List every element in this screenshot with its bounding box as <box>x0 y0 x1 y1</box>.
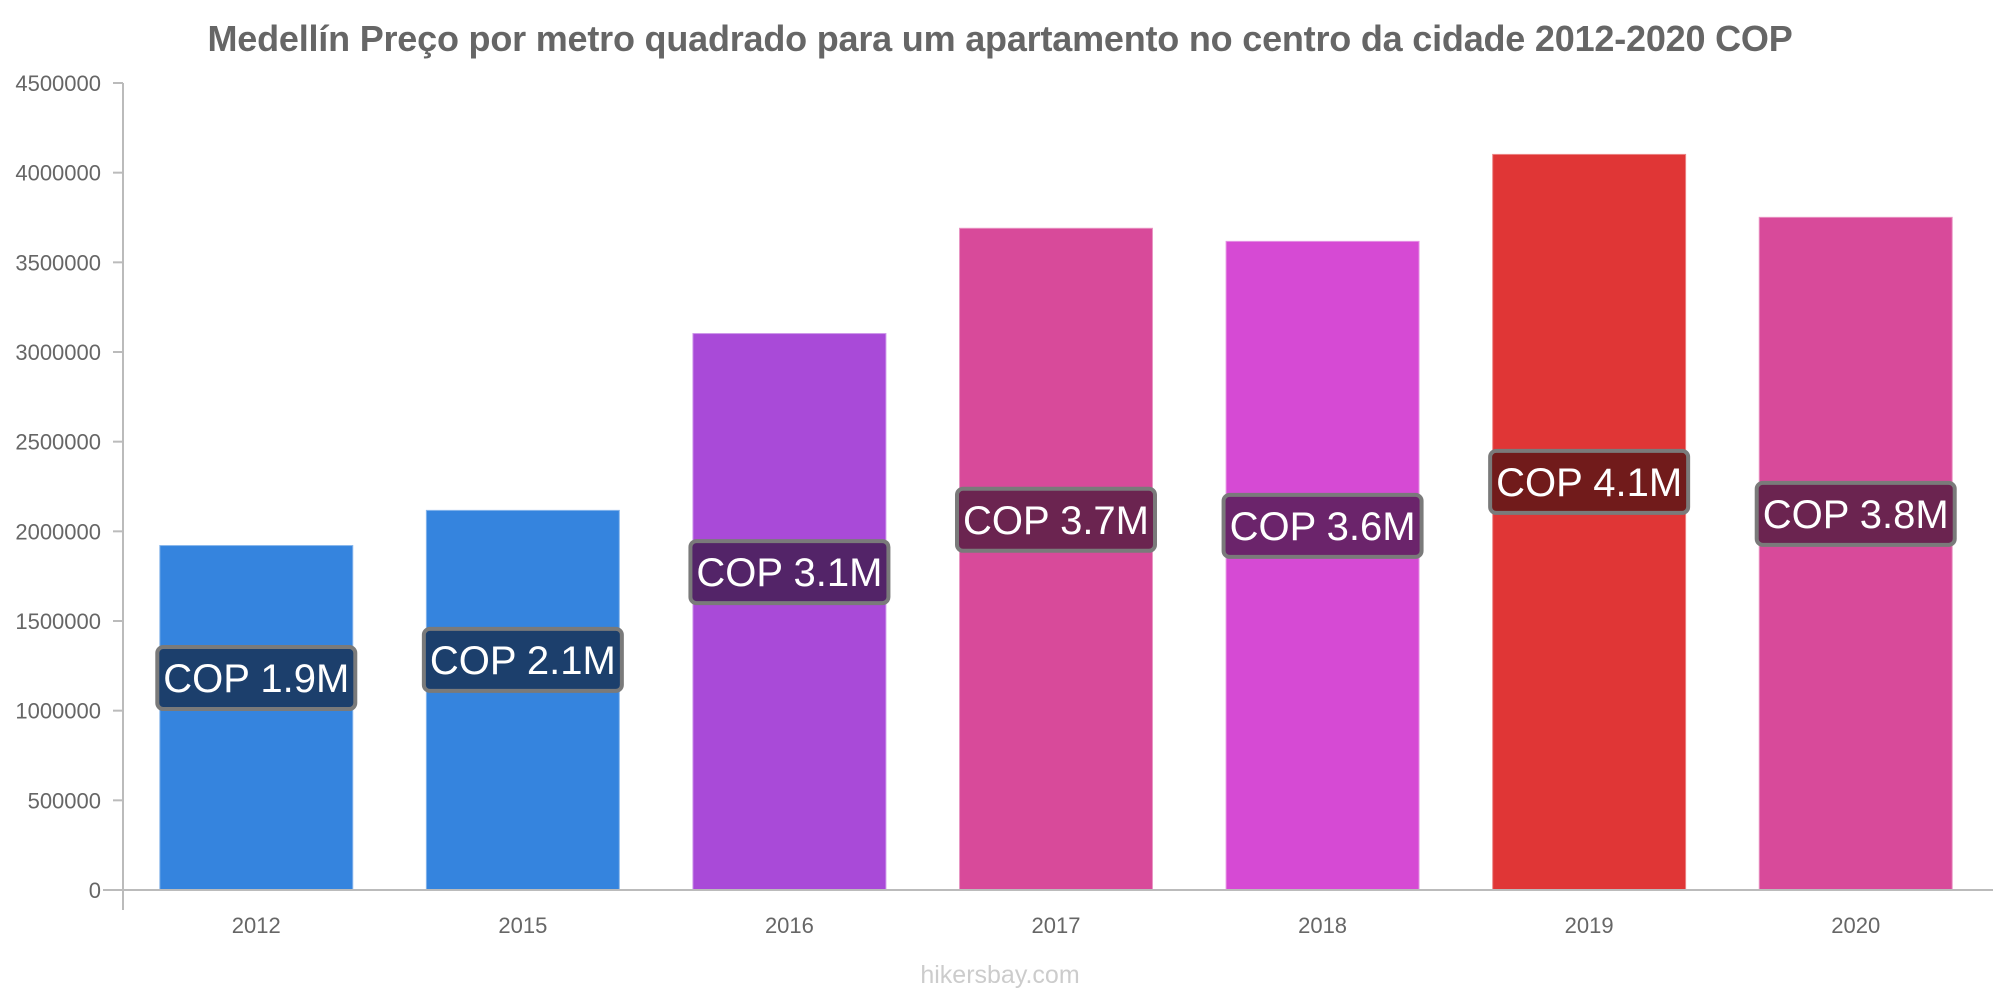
bar-2012 <box>159 545 354 892</box>
data-label: COP 2.1M <box>421 626 624 693</box>
data-label-text: COP 3.7M <box>963 499 1149 543</box>
data-label-box <box>688 539 891 606</box>
y-tick-label: 4500000 <box>15 71 101 96</box>
y-tick-label: 0 <box>89 878 101 903</box>
x-tick-label: 2016 <box>765 913 814 938</box>
data-label-box <box>1754 480 1957 547</box>
data-label-box <box>955 486 1157 553</box>
x-tick-label: 2019 <box>1565 913 1614 938</box>
y-tick-label: 2000000 <box>15 519 101 544</box>
data-label: COP 3.7M <box>955 486 1157 553</box>
data-label: COP 3.6M <box>1221 492 1424 559</box>
x-tick-label: 2017 <box>1032 913 1081 938</box>
bar-2015 <box>425 509 620 891</box>
bar-labels: COP 1.9M COP 2.1M COP 3.1M COP 3.7M COP 3.6M… <box>155 448 1957 712</box>
watermark: hikersbay.com <box>920 961 1080 989</box>
y-ticks: 0 500000 1000000 1500000 2000000 2500000 30000… <box>15 71 123 903</box>
data-label: COP 3.1M <box>688 539 891 606</box>
data-label-text: COP 3.8M <box>1763 493 1949 537</box>
data-label-text: COP 4.1M <box>1496 461 1682 505</box>
y-tick-label: 1500000 <box>15 609 101 634</box>
data-label-box <box>421 626 624 693</box>
bar-2017 <box>959 227 1153 892</box>
data-label: COP 3.8M <box>1754 480 1957 547</box>
y-tick-label: 1000000 <box>15 699 101 724</box>
x-tick-label: 2020 <box>1831 913 1880 938</box>
data-label-box <box>155 645 358 712</box>
x-tick-label: 2012 <box>232 913 281 938</box>
data-label-text: COP 3.1M <box>696 551 882 595</box>
data-label-text: COP 1.9M <box>163 657 349 701</box>
data-label-box <box>1488 448 1691 515</box>
data-label-text: COP 3.6M <box>1230 505 1416 549</box>
y-tick-label: 3500000 <box>15 250 101 275</box>
y-tick-label: 3000000 <box>15 340 101 365</box>
bar-2016 <box>692 333 887 892</box>
bar-2019 <box>1492 153 1687 892</box>
y-tick-label: 500000 <box>28 788 101 813</box>
bars <box>159 153 1953 892</box>
y-tick-label: 4000000 <box>15 161 101 186</box>
x-tick-label: 2015 <box>498 913 547 938</box>
data-label-text: COP 2.1M <box>430 639 616 683</box>
y-tick-label: 2500000 <box>15 430 101 455</box>
data-label: COP 1.9M <box>155 645 358 712</box>
x-ticks: 2012 2015 2016 2017 2018 2019 2020 <box>232 913 1880 938</box>
data-label: COP 4.1M <box>1488 448 1691 515</box>
data-label-box <box>1221 492 1424 559</box>
x-tick-label: 2018 <box>1298 913 1347 938</box>
bar-2020 <box>1758 216 1953 892</box>
chart-title: Medellín Preço por metro quadrado para u… <box>207 18 1793 59</box>
bar-2018 <box>1225 240 1420 891</box>
